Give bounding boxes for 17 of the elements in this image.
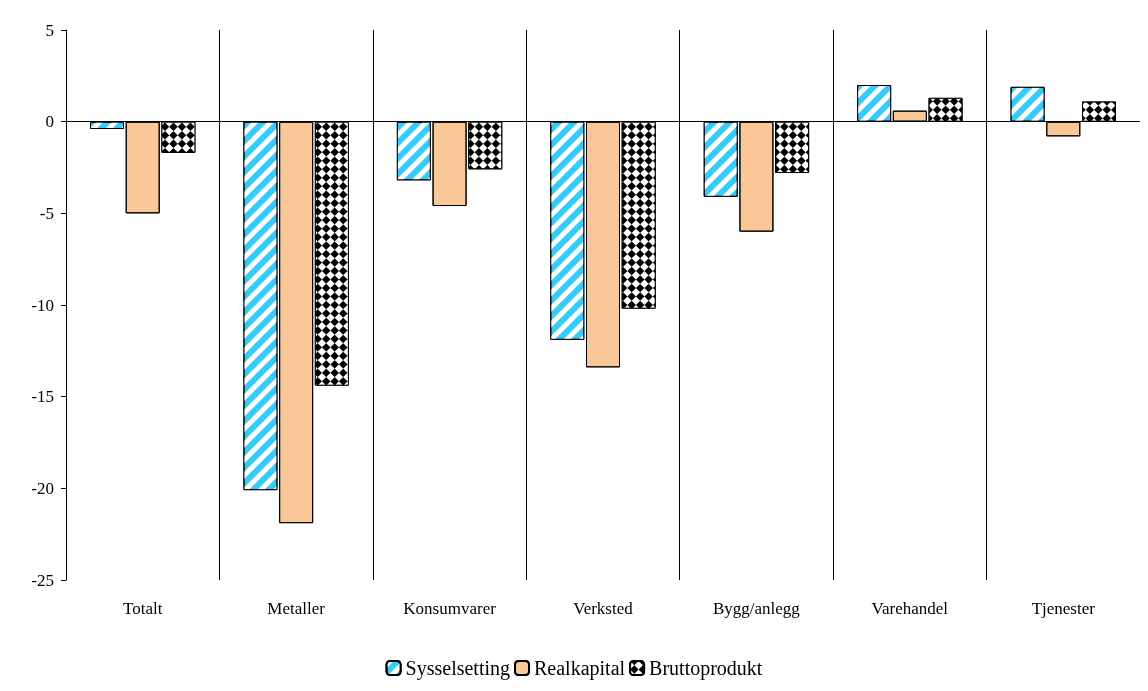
x-tick-label: Konsumvarer xyxy=(403,599,497,618)
legend-label: Sysselsetting xyxy=(405,657,511,680)
legend-label: Realkapital xyxy=(534,657,626,680)
x-tick-label: Metaller xyxy=(267,599,326,618)
x-tick-label: Varehandel xyxy=(871,599,949,618)
x-tick-label: Totalt xyxy=(123,599,163,618)
y-tick-label: 5 xyxy=(45,20,54,40)
y-tick-label: -5 xyxy=(39,203,54,223)
y-tick-label: -15 xyxy=(31,387,54,407)
y-tick-label: -20 xyxy=(31,478,54,498)
x-tick-label: Bygg/anlegg xyxy=(712,599,801,618)
y-tick-label: 0 xyxy=(45,112,54,132)
y-tick-label: -10 xyxy=(31,295,54,315)
legend-label: Bruttoprodukt xyxy=(649,657,763,680)
x-tick-label: Verksted xyxy=(573,599,634,618)
y-tick-label: -25 xyxy=(31,570,54,590)
x-tick-label: Tjenester xyxy=(1031,599,1096,618)
